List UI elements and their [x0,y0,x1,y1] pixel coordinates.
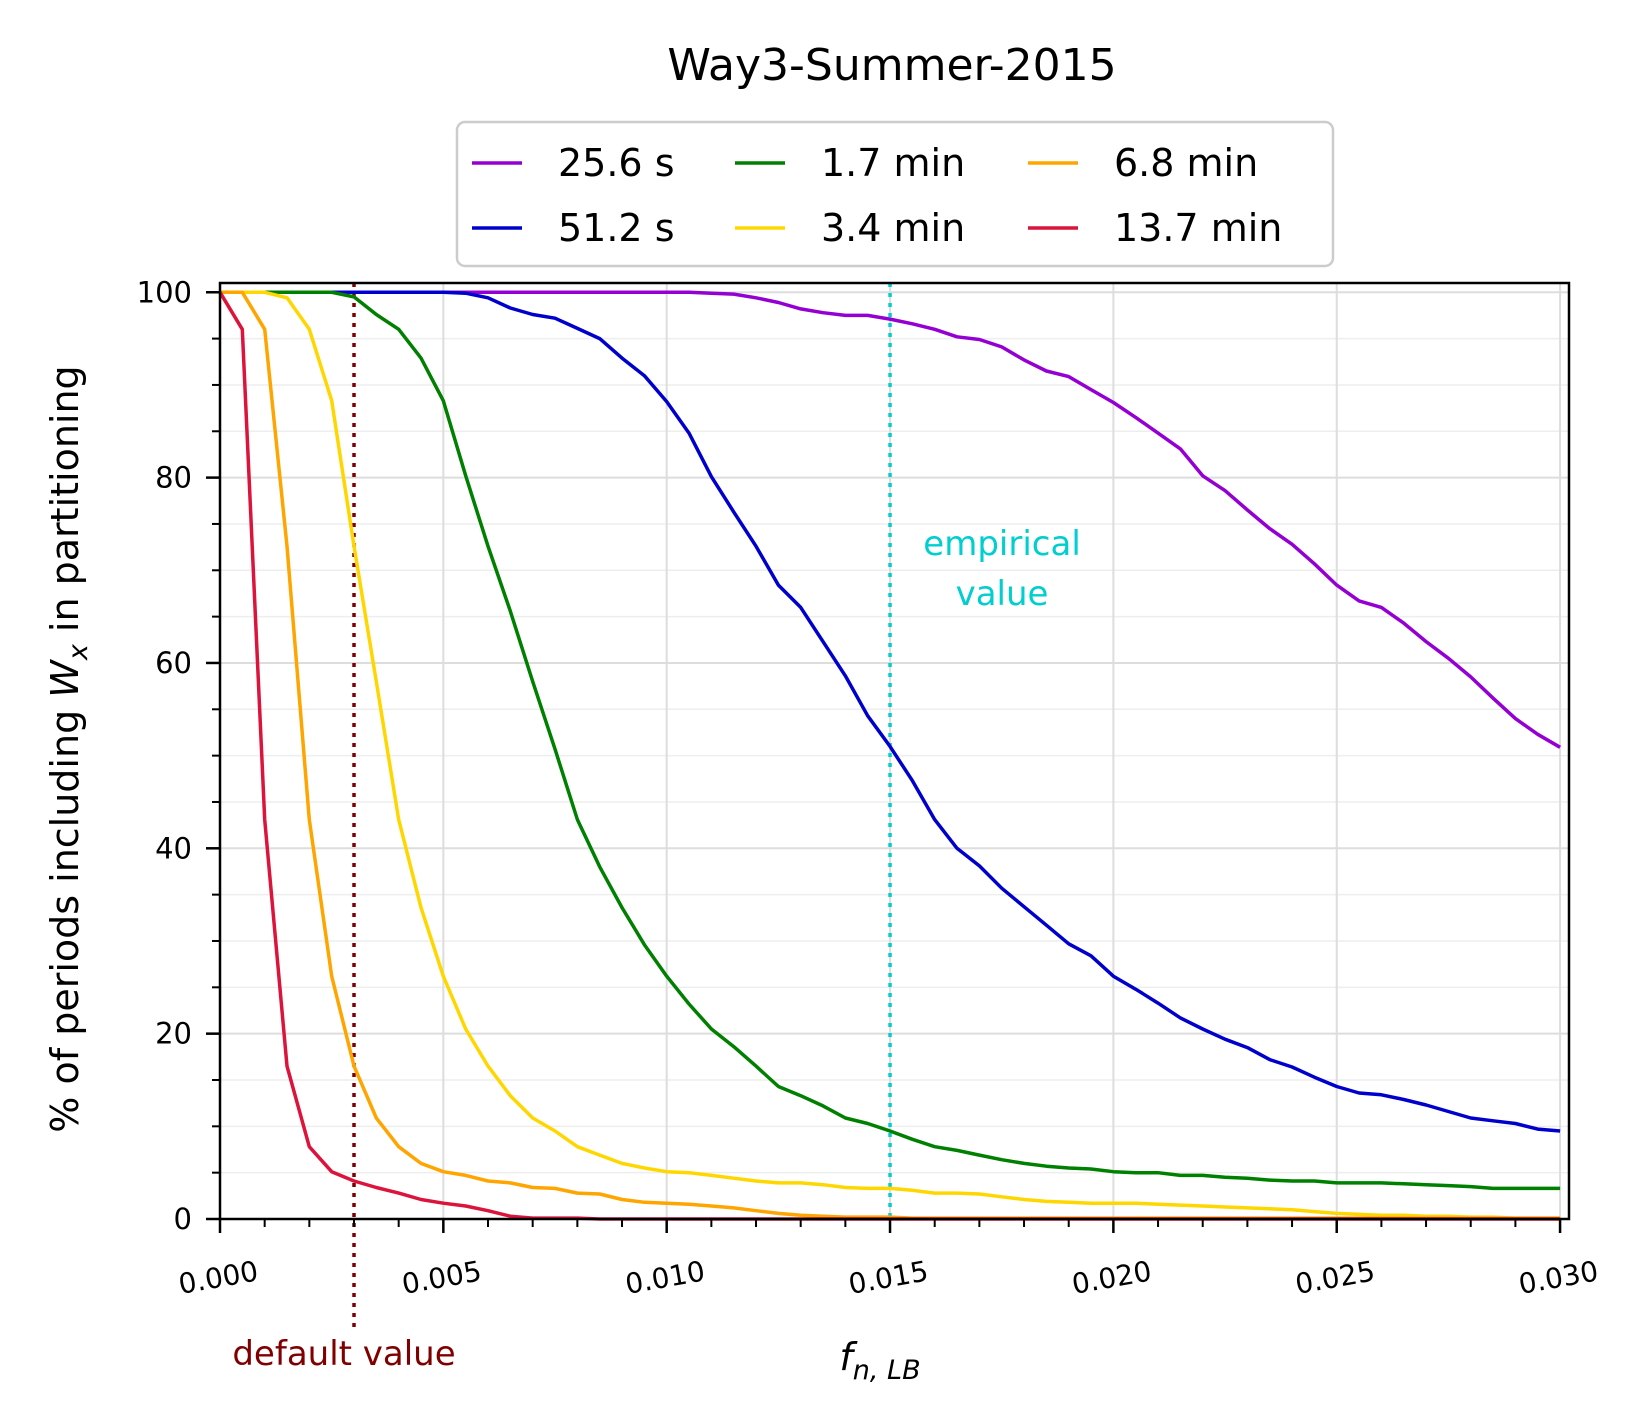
series-line-1-7-min [220,290,1561,1191]
legend-label: 13.7 min [1114,206,1282,250]
default-value-label: default value [232,1334,455,1374]
x-tick-label: 0.000 [176,1254,261,1300]
x-tick-label: 0.010 [623,1254,708,1300]
y-axis-label-sub: x [63,643,94,661]
x-tick-label: 0.020 [1069,1254,1154,1300]
legend: 25.6 s 51.2 s 1.7 min 3.4 min 6.8 min 13.7 mi… [455,120,1335,268]
y-axis-label-post: in partitioning [43,365,87,644]
y-tick-label: 60 [155,646,192,680]
x-tick-label: 0.030 [1516,1254,1601,1300]
y-tick-label: 0 [174,1202,192,1236]
x-axis-label: fn, LB [839,1335,920,1386]
plot-area: 0.000 0.005 0.010 0.015 0.020 0.025 0.030 0 20 40… [137,275,1601,1330]
y-axis-label-pre: % of periods including [43,698,87,1133]
legend-label: 3.4 min [821,206,965,250]
x-tick-label: 0.005 [399,1254,484,1300]
chart-title: Way3-Summer-2015 [667,40,1116,91]
y-tick-label: 80 [155,461,192,495]
y-axis-label: % of periods including Wx in partitionin… [43,365,94,1132]
axes-frame [218,281,1571,1221]
legend-label: 25.6 s [558,141,675,185]
x-tick-label: 0.015 [846,1254,931,1300]
empirical-value-label: value [956,574,1049,614]
y-tick-label: 100 [137,275,192,309]
series-line-51-2-s [220,290,1561,1133]
x-axis-label-sub: n, LB [853,1355,921,1386]
legend-frame [455,120,1335,268]
x-tick-label: 0.025 [1293,1254,1378,1300]
y-tick-label: 40 [155,831,192,865]
legend-label: 6.8 min [1114,141,1258,185]
series-line-3-4-min [220,290,1561,1220]
y-tick-label: 20 [155,1017,192,1051]
y-axis-label-var: W [43,659,87,698]
legend-label: 1.7 min [821,141,965,185]
legend-label: 51.2 s [558,206,675,250]
empirical-value-label: empirical [923,524,1080,564]
